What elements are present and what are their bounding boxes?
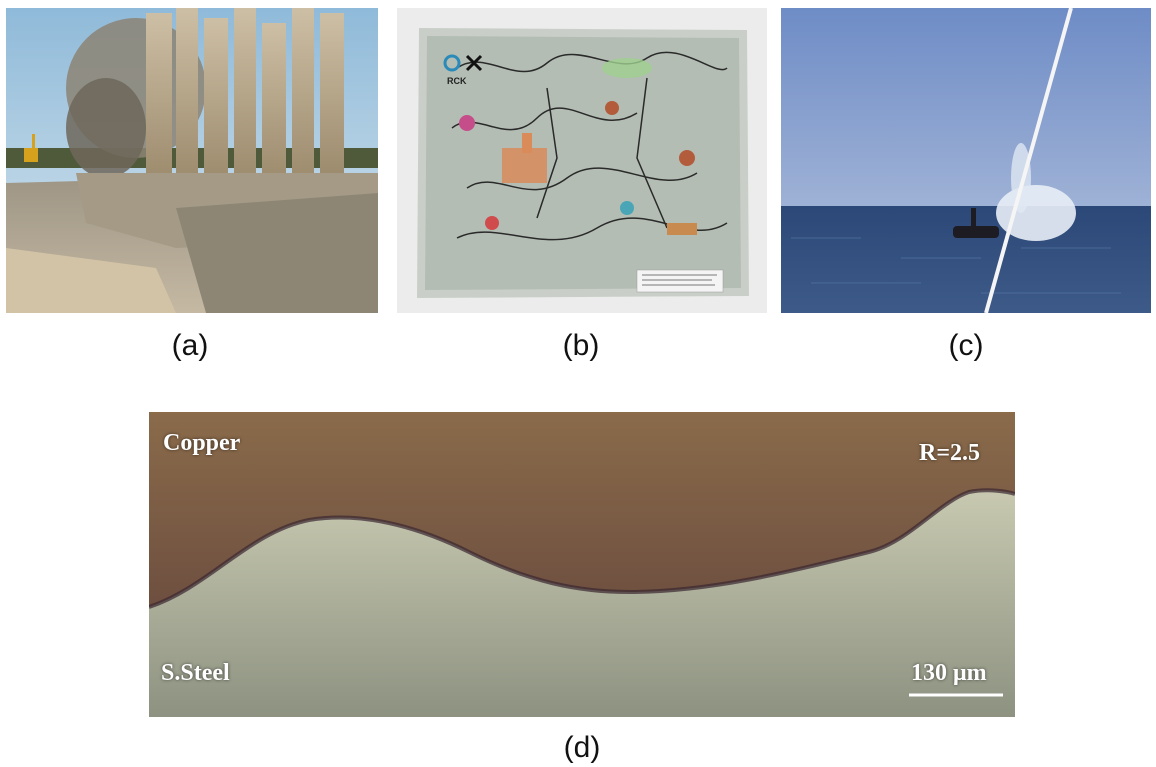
scale-bar-label: 130 μm — [911, 660, 987, 686]
quarry-blast-image — [6, 8, 378, 313]
caption-a: (a) — [171, 329, 209, 362]
caption-c: (c) — [948, 329, 984, 362]
steel-label: S.Steel — [161, 660, 230, 686]
ratio-label: R=2.5 — [919, 440, 981, 466]
sea-explosion-image — [781, 8, 1151, 313]
caption-b: (b) — [562, 329, 600, 362]
artwork-plate-image: RCK — [397, 8, 767, 313]
plate-logo-text: RCK — [447, 76, 467, 86]
copper-label: Copper — [163, 430, 241, 456]
micrograph-image: Copper R=2.5 S.Steel 130 μm — [149, 412, 1015, 717]
caption-d: (d) — [563, 731, 601, 764]
